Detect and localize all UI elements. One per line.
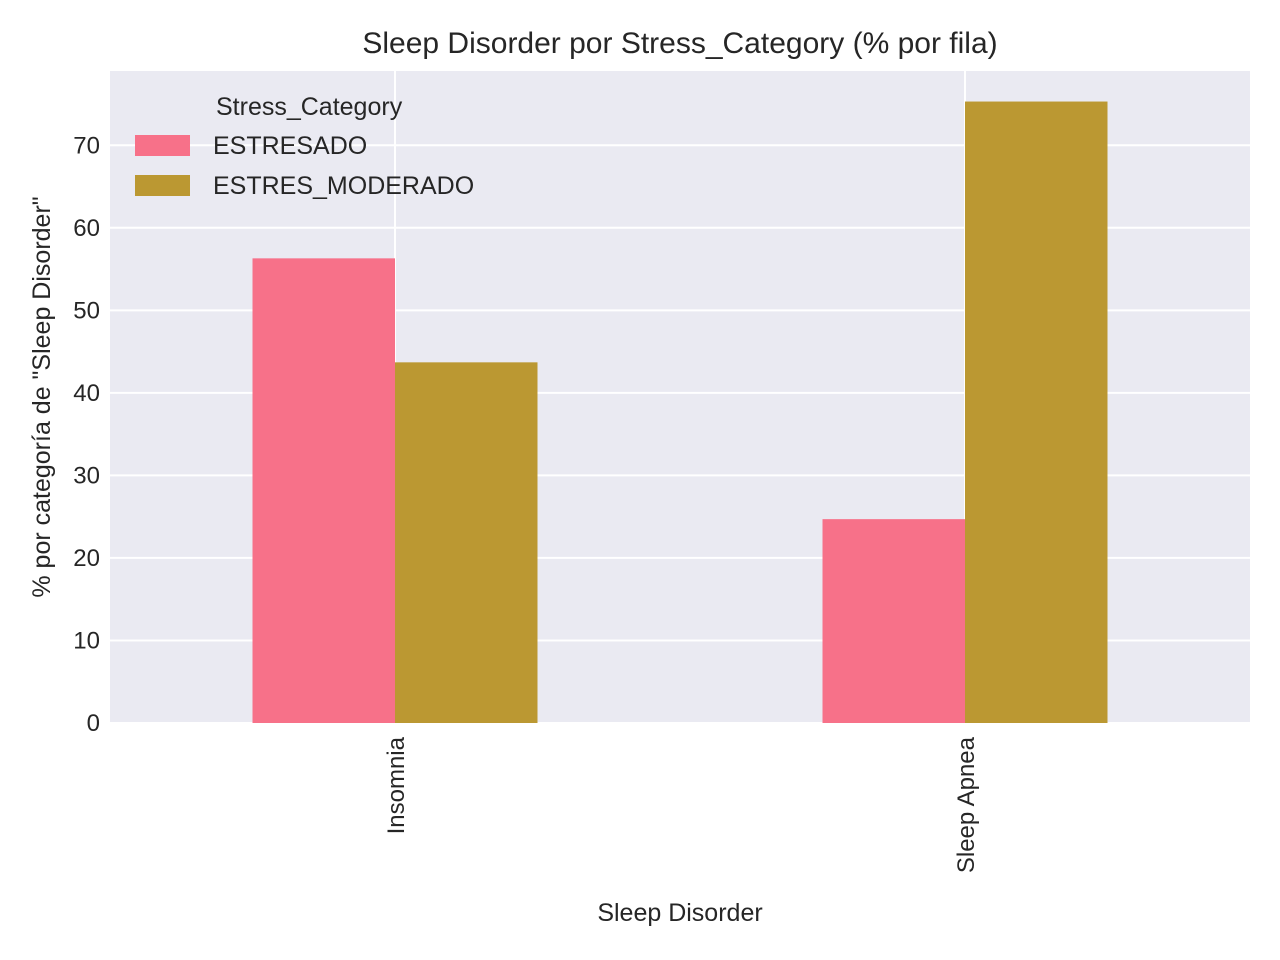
x-axis-label: Sleep Disorder	[597, 899, 762, 927]
legend-label: ESTRES_MODERADO	[213, 172, 474, 200]
bar-estresado-insomnia	[252, 258, 395, 723]
legend-items: ESTRESADO ESTRES_MODERADO	[135, 132, 474, 200]
bar-estresado-sleep-apnea	[822, 519, 965, 723]
y-axis-label: % por categoría de "Sleep Disorder"	[28, 196, 56, 597]
x-axis-ticks: Insomnia Sleep Apnea	[383, 736, 980, 873]
y-tick-label: 10	[73, 627, 100, 654]
legend-swatch	[135, 135, 190, 156]
y-axis-ticks: 0 10 20 30 40 50 60 70	[73, 132, 100, 737]
legend-label: ESTRESADO	[213, 132, 367, 160]
legend: Stress_Category ESTRESADO ESTRES_MODERADO	[135, 93, 474, 200]
y-tick-label: 50	[73, 297, 100, 324]
bar-estres-moderado-sleep-apnea	[965, 101, 1108, 724]
x-tick-label: Sleep Apnea	[953, 736, 980, 873]
y-tick-label: 30	[73, 462, 100, 489]
y-tick-label: 60	[73, 215, 100, 242]
x-tick-label: Insomnia	[383, 736, 410, 834]
y-tick-label: 0	[87, 710, 100, 737]
y-tick-label: 20	[73, 545, 100, 572]
chart-title: Sleep Disorder por Stress_Category (% po…	[362, 27, 997, 60]
legend-swatch	[135, 175, 190, 196]
legend-title: Stress_Category	[216, 93, 403, 121]
bar-estres-moderado-insomnia	[395, 362, 538, 723]
y-tick-label: 70	[73, 132, 100, 159]
bars	[252, 101, 1108, 724]
y-tick-label: 40	[73, 380, 100, 407]
